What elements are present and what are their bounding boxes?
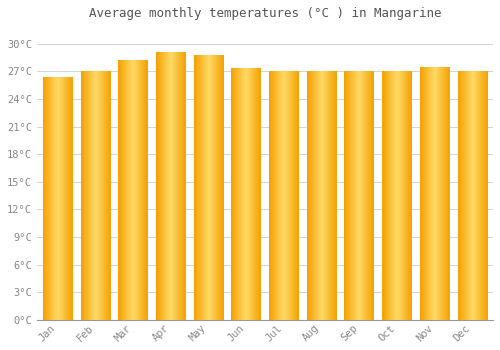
Title: Average monthly temperatures (°C ) in Mangarine: Average monthly temperatures (°C ) in Ma… (88, 7, 441, 20)
Bar (43, 78, 72, 320)
Bar (307, 71, 336, 320)
Bar (80, 71, 110, 320)
Bar (156, 52, 186, 320)
Bar (420, 68, 450, 320)
Bar (118, 60, 148, 320)
Bar (344, 71, 374, 320)
Bar (458, 71, 487, 320)
Bar (194, 56, 223, 320)
Bar (232, 69, 261, 320)
Bar (382, 71, 412, 320)
Bar (269, 71, 298, 320)
